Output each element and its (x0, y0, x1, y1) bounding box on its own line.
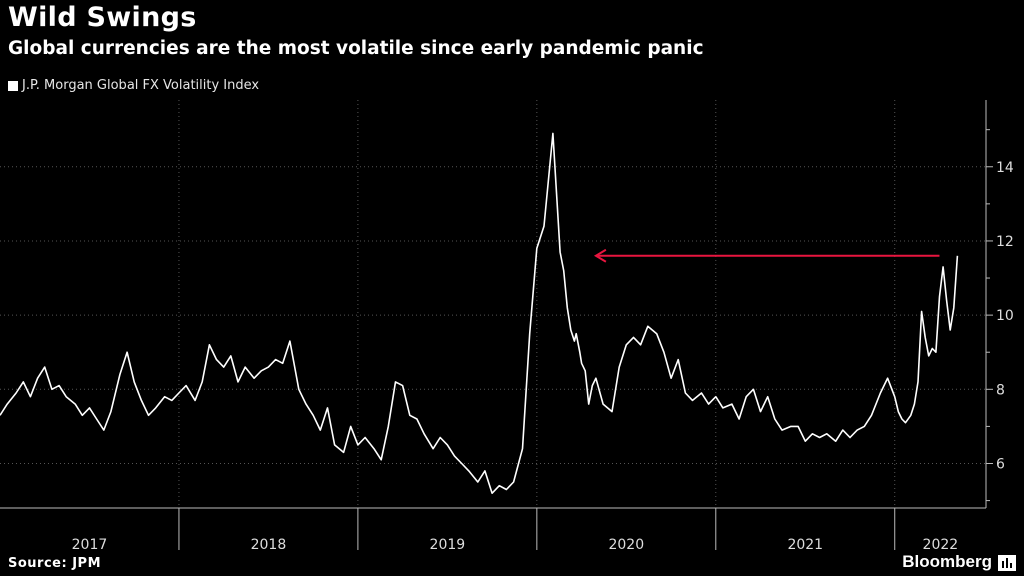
y-tick-label: 8 (996, 382, 1005, 398)
y-tick-label: 14 (996, 160, 1014, 176)
x-tick-label: 2018 (251, 537, 287, 553)
annotation-layer (593, 248, 940, 263)
y-tick-label: 12 (996, 234, 1014, 250)
bloomberg-badge-icon (998, 555, 1016, 571)
series-layer (0, 132, 959, 494)
x-tick-label: 2020 (608, 537, 644, 553)
series-line (0, 132, 959, 494)
chart-subtitle: Global currencies are the most volatile … (8, 38, 704, 59)
x-tick-label: 2017 (72, 537, 108, 553)
grid-lines (0, 100, 986, 508)
annotation-arrow-head (593, 248, 607, 263)
chart-title: Wild Swings (8, 2, 197, 33)
axes: 6 8 10 12 14 2017 2018 2019 2020 2021 2022 (0, 100, 1014, 553)
x-tick-label: 2021 (787, 537, 823, 553)
source-note: Source: JPM (8, 556, 102, 571)
legend-label: J.P. Morgan Global FX Volatility Index (22, 78, 260, 93)
x-tick-label: 2022 (923, 537, 959, 553)
y-tick-label: 6 (996, 456, 1005, 472)
bloomberg-logo: Bloomberg (902, 552, 992, 571)
legend-swatch-icon (8, 80, 18, 91)
chart-legend: J.P. Morgan Global FX Volatility Index (8, 78, 259, 93)
y-tick-label: 10 (996, 308, 1014, 324)
x-tick-label: 2019 (430, 537, 466, 553)
